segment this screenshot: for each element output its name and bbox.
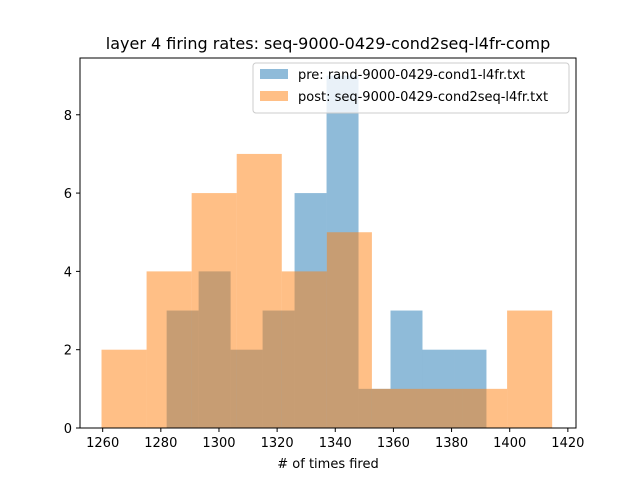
x-tick-label-4: 1340 — [319, 436, 352, 451]
axes-frame — [79, 57, 577, 429]
bar-post-6 — [371, 388, 417, 428]
y-tick-label-0: 0 — [64, 422, 72, 437]
x-tick-label-7: 1400 — [493, 436, 526, 451]
y-tick-label-2: 4 — [64, 265, 72, 280]
bar-post-7 — [416, 388, 463, 428]
bar-post-8 — [462, 388, 508, 428]
x-tick-label-5: 1360 — [377, 436, 410, 451]
y-tick-label-4: 8 — [64, 109, 72, 124]
bar-post-4 — [281, 271, 327, 428]
x-axis-ticks: 1260 1280 1300 1320 1340 1360 1380 1400 1420 — [86, 428, 584, 451]
y-tick-label-1: 2 — [64, 344, 72, 359]
legend-entry-post: post: seq-9000-0429-cond2seq-l4fr.txt — [298, 90, 548, 105]
legend-swatch-post — [260, 91, 288, 101]
chart-title: layer 4 firing rates: seq-9000-0429-cond… — [106, 34, 550, 53]
bar-post-5 — [326, 232, 372, 428]
legend-box — [252, 62, 570, 114]
y-axis-ticks: 0 2 4 6 8 — [64, 109, 80, 437]
y-tick-label-3: 6 — [64, 187, 72, 202]
x-tick-label-0: 1260 — [86, 436, 119, 451]
legend: pre: rand-9000-0429-cond1-l4fr.txt post:… — [252, 62, 570, 114]
x-tick-label-1: 1280 — [144, 436, 177, 451]
legend-entry-pre: pre: rand-9000-0429-cond1-l4fr.txt — [298, 68, 525, 83]
x-tick-label-2: 1300 — [202, 436, 235, 451]
bar-post-2 — [191, 193, 237, 428]
x-tick-label-3: 1320 — [261, 436, 294, 451]
x-tick-label-6: 1380 — [435, 436, 468, 451]
series-post-bars — [101, 153, 553, 429]
bar-post-9 — [507, 310, 553, 428]
bar-post-0 — [101, 349, 147, 428]
bar-post-3 — [236, 153, 282, 429]
legend-swatch-pre — [260, 69, 288, 79]
bar-post-1 — [146, 271, 192, 428]
x-axis-label: # of times fired — [277, 457, 378, 472]
x-tick-label-8: 1420 — [551, 436, 584, 451]
